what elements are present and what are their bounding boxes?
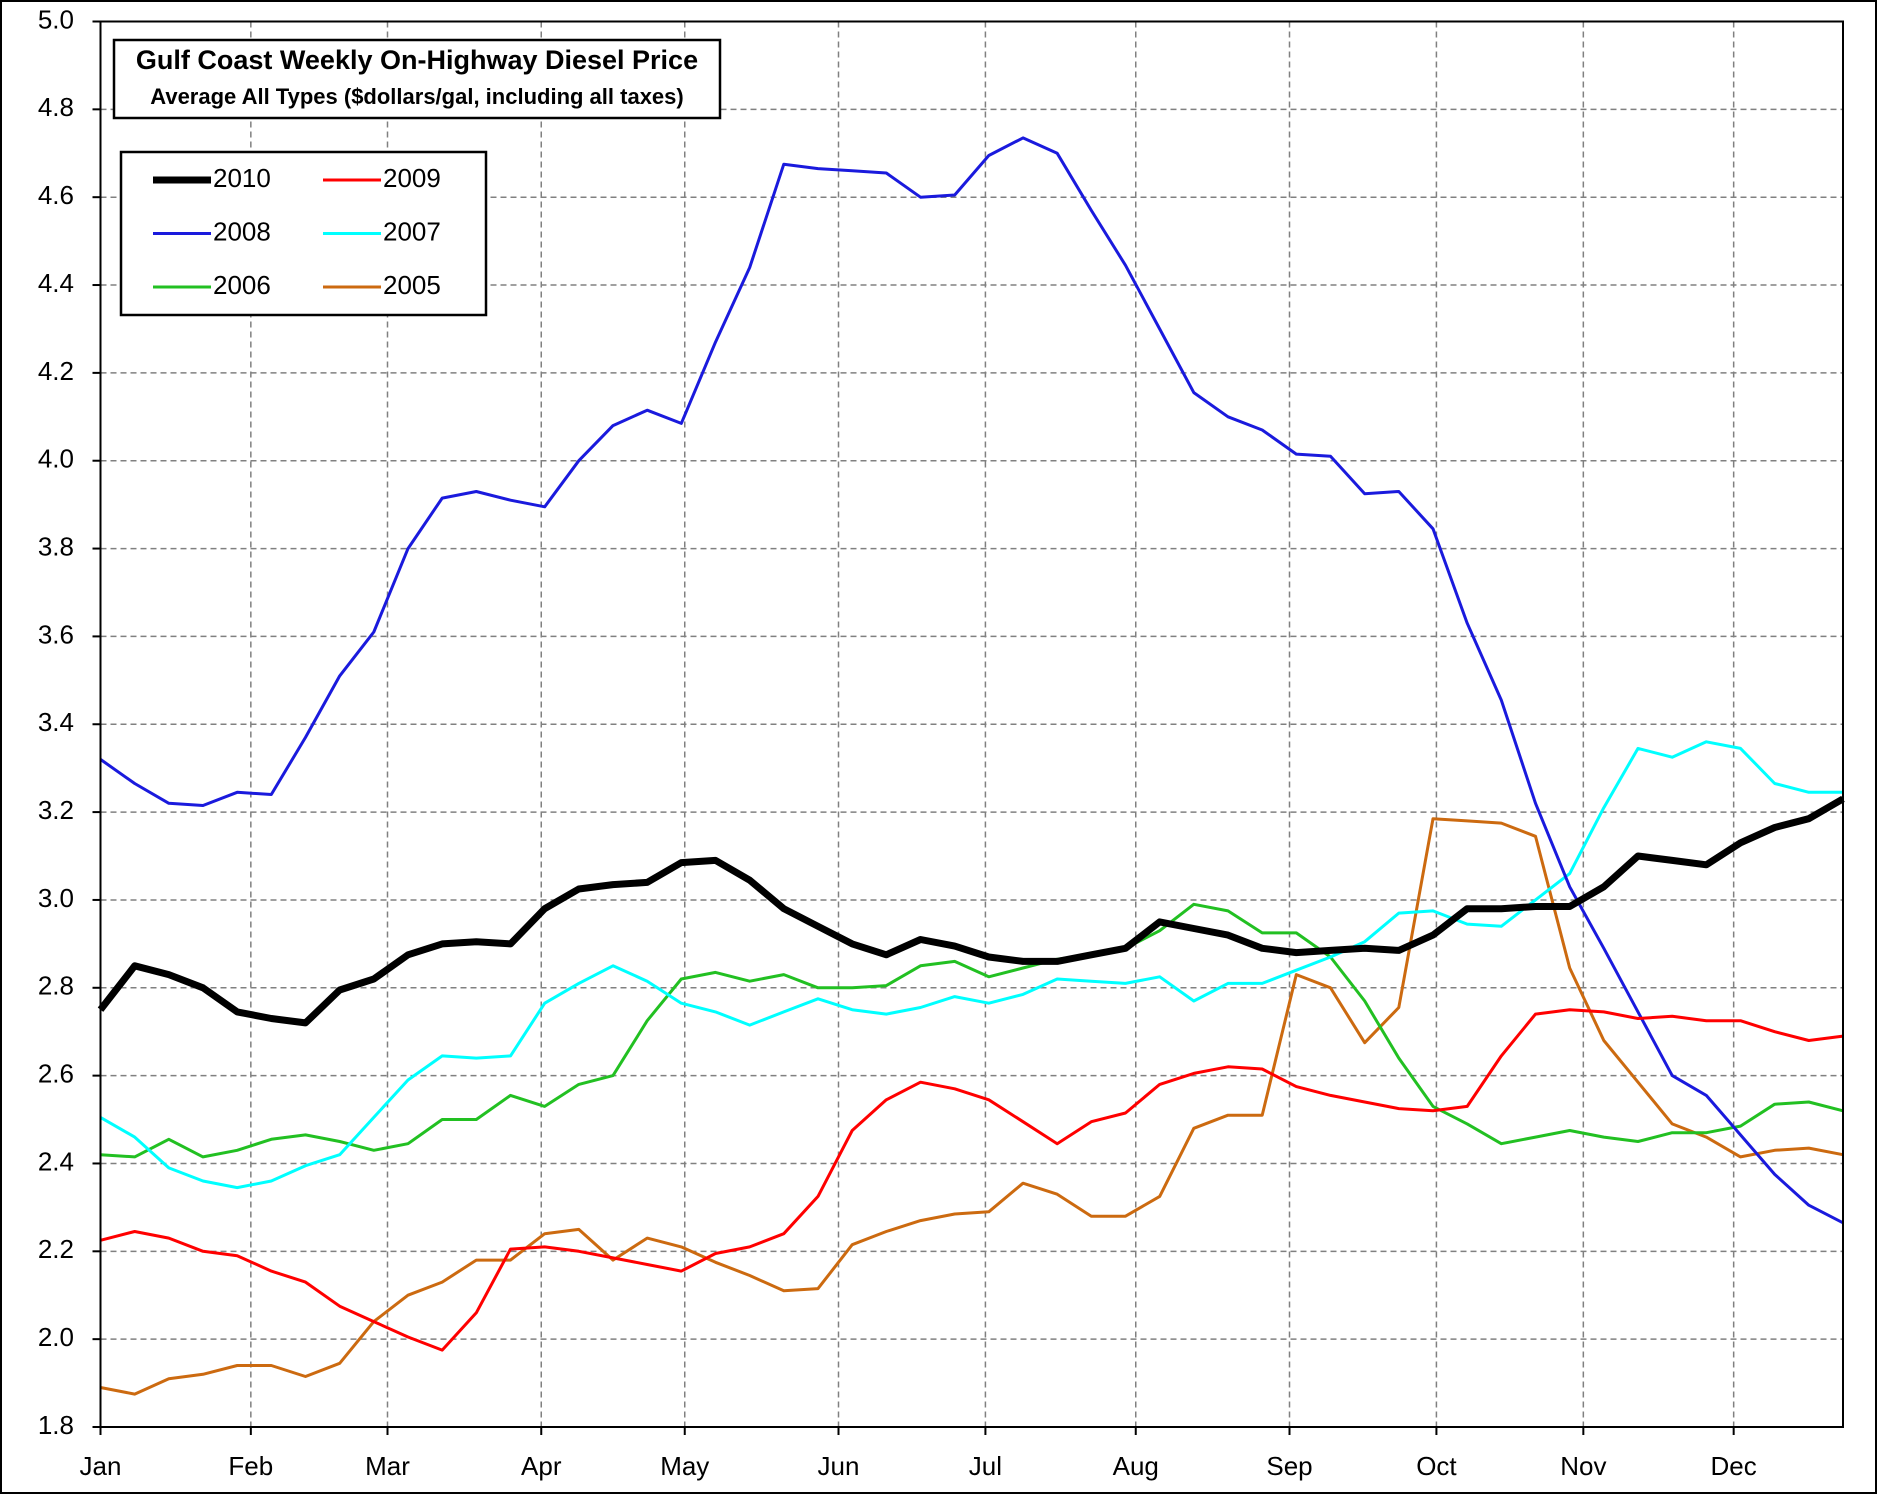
x-tick-label: Oct [1416,1451,1457,1481]
y-tick-label: 2.2 [38,1234,74,1264]
series-line [99,136,1844,1225]
legend-label: 2007 [383,216,441,246]
y-tick-label: 3.6 [38,619,74,649]
x-tick-label: May [660,1451,709,1481]
legend-label: 2010 [213,163,271,193]
series-line [99,740,1843,1190]
legend-label: 2009 [383,163,441,193]
y-tick-label: 3.2 [38,795,74,825]
y-tick-label: 3.0 [38,883,74,913]
x-tick-label: Nov [1560,1451,1606,1481]
x-tick-label: Dec [1711,1451,1757,1481]
y-tick-label: 1.8 [38,1410,74,1440]
x-tick-label: Aug [1113,1451,1159,1481]
y-tick-label: 3.8 [38,531,74,561]
x-tick-label: Feb [228,1451,273,1481]
x-tick-label: Jun [818,1451,860,1481]
series-line [100,902,1844,1159]
x-tick-label: Jan [80,1451,122,1481]
y-tick-label: 2.4 [38,1146,74,1176]
legend-label: 2006 [213,270,271,300]
y-tick-label: 4.8 [38,92,74,122]
y-tick-label: 4.4 [38,268,74,298]
x-tick-label: Apr [521,1451,562,1481]
legend-label: 2005 [383,270,441,300]
y-tick-label: 4.0 [38,444,74,474]
legend-label: 2008 [213,216,271,246]
y-tick-label: 2.6 [38,1059,74,1089]
chart-title: Gulf Coast Weekly On-Highway Diesel Pric… [136,45,698,75]
x-tick-label: Sep [1266,1451,1312,1481]
series-line [97,795,1845,1027]
title-box [112,38,722,120]
x-tick-label: Jul [969,1451,1002,1481]
chart-subtitle: Average All Types ($dollars/gal, includi… [150,84,683,109]
y-tick-label: 2.0 [38,1322,74,1352]
y-tick-label: 4.6 [38,180,74,210]
plot [97,136,1845,1396]
series-line [100,817,1844,1396]
y-tick-label: 4.2 [38,356,74,386]
y-tick-label: 3.4 [38,707,74,737]
series-line [100,1008,1844,1352]
x-tick-label: Mar [365,1451,410,1481]
y-tick-label: 2.8 [38,971,74,1001]
y-tick-label: 5.0 [38,4,74,34]
